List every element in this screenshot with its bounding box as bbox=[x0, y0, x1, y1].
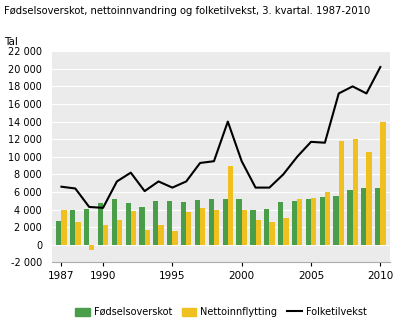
Bar bbox=[214, 211, 219, 245]
Bar bbox=[172, 231, 178, 245]
Bar bbox=[209, 199, 214, 245]
Bar bbox=[306, 199, 311, 245]
Bar bbox=[153, 201, 158, 245]
Bar bbox=[111, 199, 117, 245]
Bar bbox=[283, 218, 289, 245]
Bar bbox=[269, 222, 275, 245]
Bar bbox=[75, 222, 80, 245]
Bar bbox=[242, 211, 247, 245]
Bar bbox=[195, 200, 200, 245]
Bar bbox=[228, 166, 233, 245]
Text: Fødselsoverskot, nettoinnvandring og folketilvekst, 3. kvartal. 1987-2010: Fødselsoverskot, nettoinnvandring og fol… bbox=[4, 6, 370, 16]
Text: Tal: Tal bbox=[4, 37, 18, 47]
Bar bbox=[139, 207, 144, 245]
Bar bbox=[158, 225, 164, 245]
Bar bbox=[297, 199, 302, 245]
Bar bbox=[236, 199, 242, 245]
Bar bbox=[56, 221, 61, 245]
Bar bbox=[200, 208, 205, 245]
Bar bbox=[181, 202, 186, 245]
Bar bbox=[264, 209, 269, 245]
Bar bbox=[222, 199, 228, 245]
Bar bbox=[367, 152, 372, 245]
Bar bbox=[334, 196, 339, 245]
Bar bbox=[325, 192, 330, 245]
Bar bbox=[375, 188, 380, 245]
Bar bbox=[144, 230, 150, 245]
Bar bbox=[98, 204, 103, 245]
Bar bbox=[292, 201, 297, 245]
Legend: Fødselsoverskot, Nettoinnflytting, Folketilvekst: Fødselsoverskot, Nettoinnflytting, Folke… bbox=[72, 303, 370, 320]
Bar bbox=[250, 210, 256, 245]
Bar bbox=[380, 123, 386, 245]
Bar bbox=[311, 198, 316, 245]
Bar bbox=[89, 245, 94, 250]
Bar bbox=[84, 209, 89, 245]
Bar bbox=[70, 211, 75, 245]
Bar bbox=[117, 220, 122, 245]
Bar bbox=[61, 210, 67, 245]
Bar bbox=[353, 139, 358, 245]
Bar bbox=[103, 225, 108, 245]
Bar bbox=[347, 190, 353, 245]
Bar bbox=[125, 204, 131, 245]
Bar bbox=[167, 201, 172, 245]
Bar bbox=[186, 212, 191, 245]
Bar bbox=[131, 211, 136, 245]
Bar bbox=[278, 202, 283, 245]
Bar bbox=[256, 220, 261, 245]
Bar bbox=[339, 141, 344, 245]
Bar bbox=[320, 197, 325, 245]
Bar bbox=[361, 188, 367, 245]
